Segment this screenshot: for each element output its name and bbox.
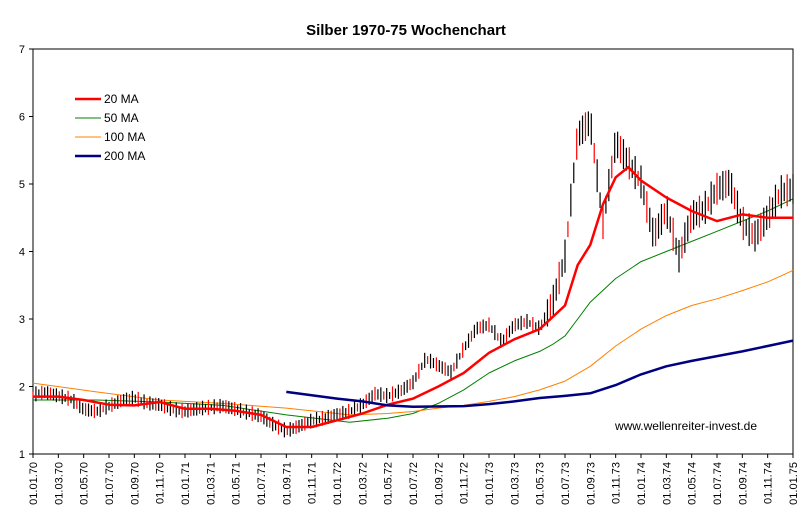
x-tick-label: 01.03.70 xyxy=(53,462,65,505)
chart-title: Silber 1970-75 Wochenchart xyxy=(306,22,506,39)
x-tick-label: 01.03.74 xyxy=(661,462,673,505)
x-tick-label: 01.05.73 xyxy=(535,462,547,505)
legend: 20 MA 50 MA 100 MA 200 MA xyxy=(75,92,145,163)
x-tick-label: 01.07.74 xyxy=(712,462,724,505)
legend-label: 100 MA xyxy=(104,130,145,144)
x-tick-label: 01.11.74 xyxy=(763,462,775,504)
x-tick-label: 01.01.71 xyxy=(180,462,192,505)
x-tick-label: 01.09.70 xyxy=(129,462,141,505)
series-line-50-ma xyxy=(33,198,794,423)
y-tick-label: 3 xyxy=(19,314,25,326)
x-tick-label: 01.05.70 xyxy=(79,462,91,505)
y-tick-label: 5 xyxy=(19,179,25,191)
y-tick-label: 2 xyxy=(19,382,25,394)
x-tick-label: 01.03.72 xyxy=(357,462,369,505)
y-tick-label: 4 xyxy=(19,247,25,259)
x-tick-label: 01.11.70 xyxy=(155,462,167,504)
x-tick-label: 01.03.73 xyxy=(509,462,521,505)
x-tick-label: 01.05.74 xyxy=(687,462,699,505)
source-annotation: www.wellenreiter-invest.de xyxy=(614,419,757,433)
x-tick-label: 01.11.73 xyxy=(611,462,623,504)
x-tick-label: 01.01.73 xyxy=(484,462,496,505)
series-line-20-ma xyxy=(33,165,793,429)
series-line-200-ma xyxy=(286,339,794,409)
legend-label: 200 MA xyxy=(104,149,145,163)
x-tick-label: 01.01.70 xyxy=(28,462,40,505)
y-tick-label: 1 xyxy=(19,449,25,461)
legend-label: 20 MA xyxy=(104,92,139,106)
far-ma-layer xyxy=(32,198,794,423)
x-tick-label: 01.05.72 xyxy=(383,462,395,505)
axes-layer: 1 2 3 4 5 6 7 01.01.70 01.03.70 01.05.70 01.07.70 0… xyxy=(19,44,800,505)
x-tick-label: 01.07.71 xyxy=(256,462,268,505)
x-tick-label: 01.07.70 xyxy=(104,462,116,505)
legend-label: 50 MA xyxy=(104,111,139,125)
series-line-100-ma xyxy=(32,269,794,416)
x-tick-label: 01.09.74 xyxy=(737,462,749,505)
x-tick-label: 01.01.72 xyxy=(332,462,344,505)
x-tick-label: 01.01.74 xyxy=(636,462,648,505)
x-tick-label: 01.11.72 xyxy=(459,462,471,504)
x-tick-label: 01.05.71 xyxy=(231,462,243,505)
x-tick-label: 01.03.71 xyxy=(205,462,217,505)
y-tick-label: 6 xyxy=(19,112,25,124)
x-tick-label: 01.11.71 xyxy=(307,462,319,504)
x-tick-label: 01.01.75 xyxy=(788,462,800,505)
y-tick-label: 7 xyxy=(19,44,25,56)
x-tick-label: 01.07.73 xyxy=(560,462,572,505)
x-tick-label: 01.09.71 xyxy=(281,462,293,505)
x-tick-label: 01.09.72 xyxy=(433,462,445,505)
x-tick-label: 01.09.73 xyxy=(585,462,597,505)
near-ma-layer xyxy=(33,165,794,429)
x-tick-label: 01.07.72 xyxy=(408,462,420,505)
